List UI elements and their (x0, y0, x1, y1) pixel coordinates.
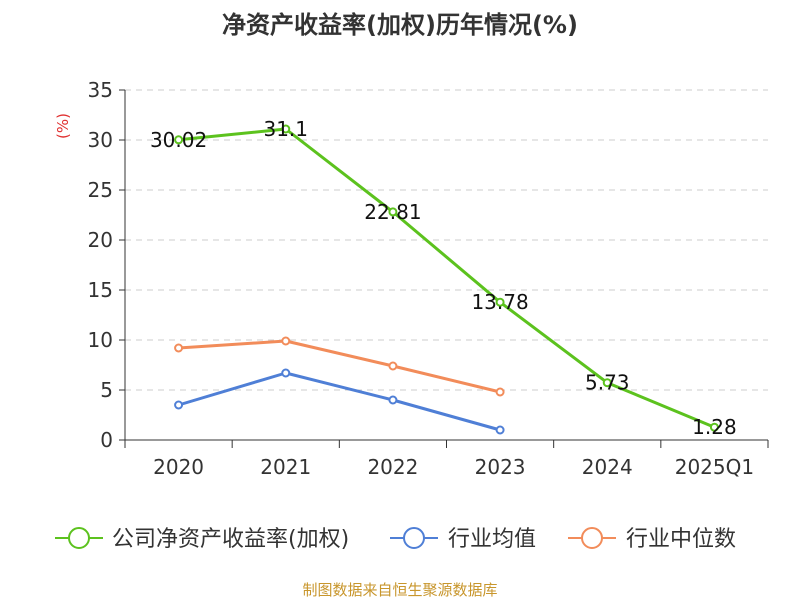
series-line-1 (178, 371, 501, 432)
data-label-2023: 13.78 (471, 290, 528, 314)
data-label-2022: 22.81 (364, 200, 421, 224)
legend-item-0[interactable]: 公司净资产收益率(加权) (55, 527, 349, 552)
x-tick-label-2021: 2021 (260, 455, 311, 479)
y-tick-label-15: 15 (88, 278, 113, 302)
legend-item-2[interactable]: 行业中位数 (568, 527, 736, 552)
data-point-s1-2022 (388, 395, 398, 405)
legend-label-2: 行业中位数 (626, 527, 736, 552)
data-point-s2-2022 (388, 361, 398, 371)
x-tick-label-2023: 2023 (475, 455, 526, 479)
y-tick-label-20: 20 (88, 228, 113, 252)
x-tick-label-2025Q1: 2025Q1 (675, 455, 754, 479)
data-point-s0-2020 (174, 135, 184, 145)
legend-label-1: 行业均值 (448, 527, 536, 552)
data-point-s0-2023 (495, 297, 505, 307)
y-tick-label-30: 30 (88, 128, 113, 152)
legend-marker-2 (581, 527, 603, 549)
data-point-s1-2020 (174, 400, 184, 410)
data-point-s0-2025Q1 (709, 422, 719, 432)
data-label-2021: 31.1 (263, 117, 308, 141)
data-point-s2-2021 (281, 336, 291, 346)
x-tick-label-2024: 2024 (582, 455, 633, 479)
data-labels: 30.02 31.1 22.81 13.78 5.73 1.28 (150, 117, 737, 439)
y-axis-label: (%) (54, 113, 72, 139)
legend-marker-1 (403, 527, 425, 549)
y-tick-label-25: 25 (88, 178, 113, 202)
chart-title: 净资产收益率(加权)历年情况(%) (222, 11, 578, 39)
legend[interactable]: 公司净资产收益率(加权) 行业均值 行业中位数 (55, 527, 736, 552)
data-point-s1-2021 (281, 368, 291, 378)
series-line-0 (178, 127, 715, 429)
y-tick-label-0: 0 (100, 428, 113, 452)
x-tick-label-2020: 2020 (153, 455, 204, 479)
data-point-s2-2020 (174, 343, 184, 353)
legend-marker-0 (68, 527, 90, 549)
data-point-s0-2024 (602, 378, 612, 388)
y-tick-label-5: 5 (100, 378, 113, 402)
data-label-2024: 5.73 (585, 371, 630, 395)
source-note: 制图数据来自恒生聚源数据库 (302, 581, 497, 599)
y-tick-label-35: 35 (88, 78, 113, 102)
legend-item-1[interactable]: 行业均值 (390, 527, 536, 552)
y-tick-label-10: 10 (88, 328, 113, 352)
data-point-s1-2023 (495, 425, 505, 435)
series-group (174, 124, 719, 435)
data-point-s0-2021 (281, 124, 291, 134)
data-point-s0-2022 (388, 207, 398, 217)
data-label-2025Q1: 1.28 (692, 415, 737, 439)
tick-labels: 0 5 10 15 20 25 30 35 2020 2021 2022 2023 2024 2025Q1 (88, 78, 755, 479)
data-point-s2-2023 (495, 387, 505, 397)
grid-lines (125, 89, 768, 391)
data-label-2020: 30.02 (150, 128, 207, 152)
legend-label-0: 公司净资产收益率(加权) (112, 527, 349, 552)
x-tick-label-2022: 2022 (367, 455, 418, 479)
axes (119, 89, 769, 448)
series-line-2 (178, 339, 501, 394)
